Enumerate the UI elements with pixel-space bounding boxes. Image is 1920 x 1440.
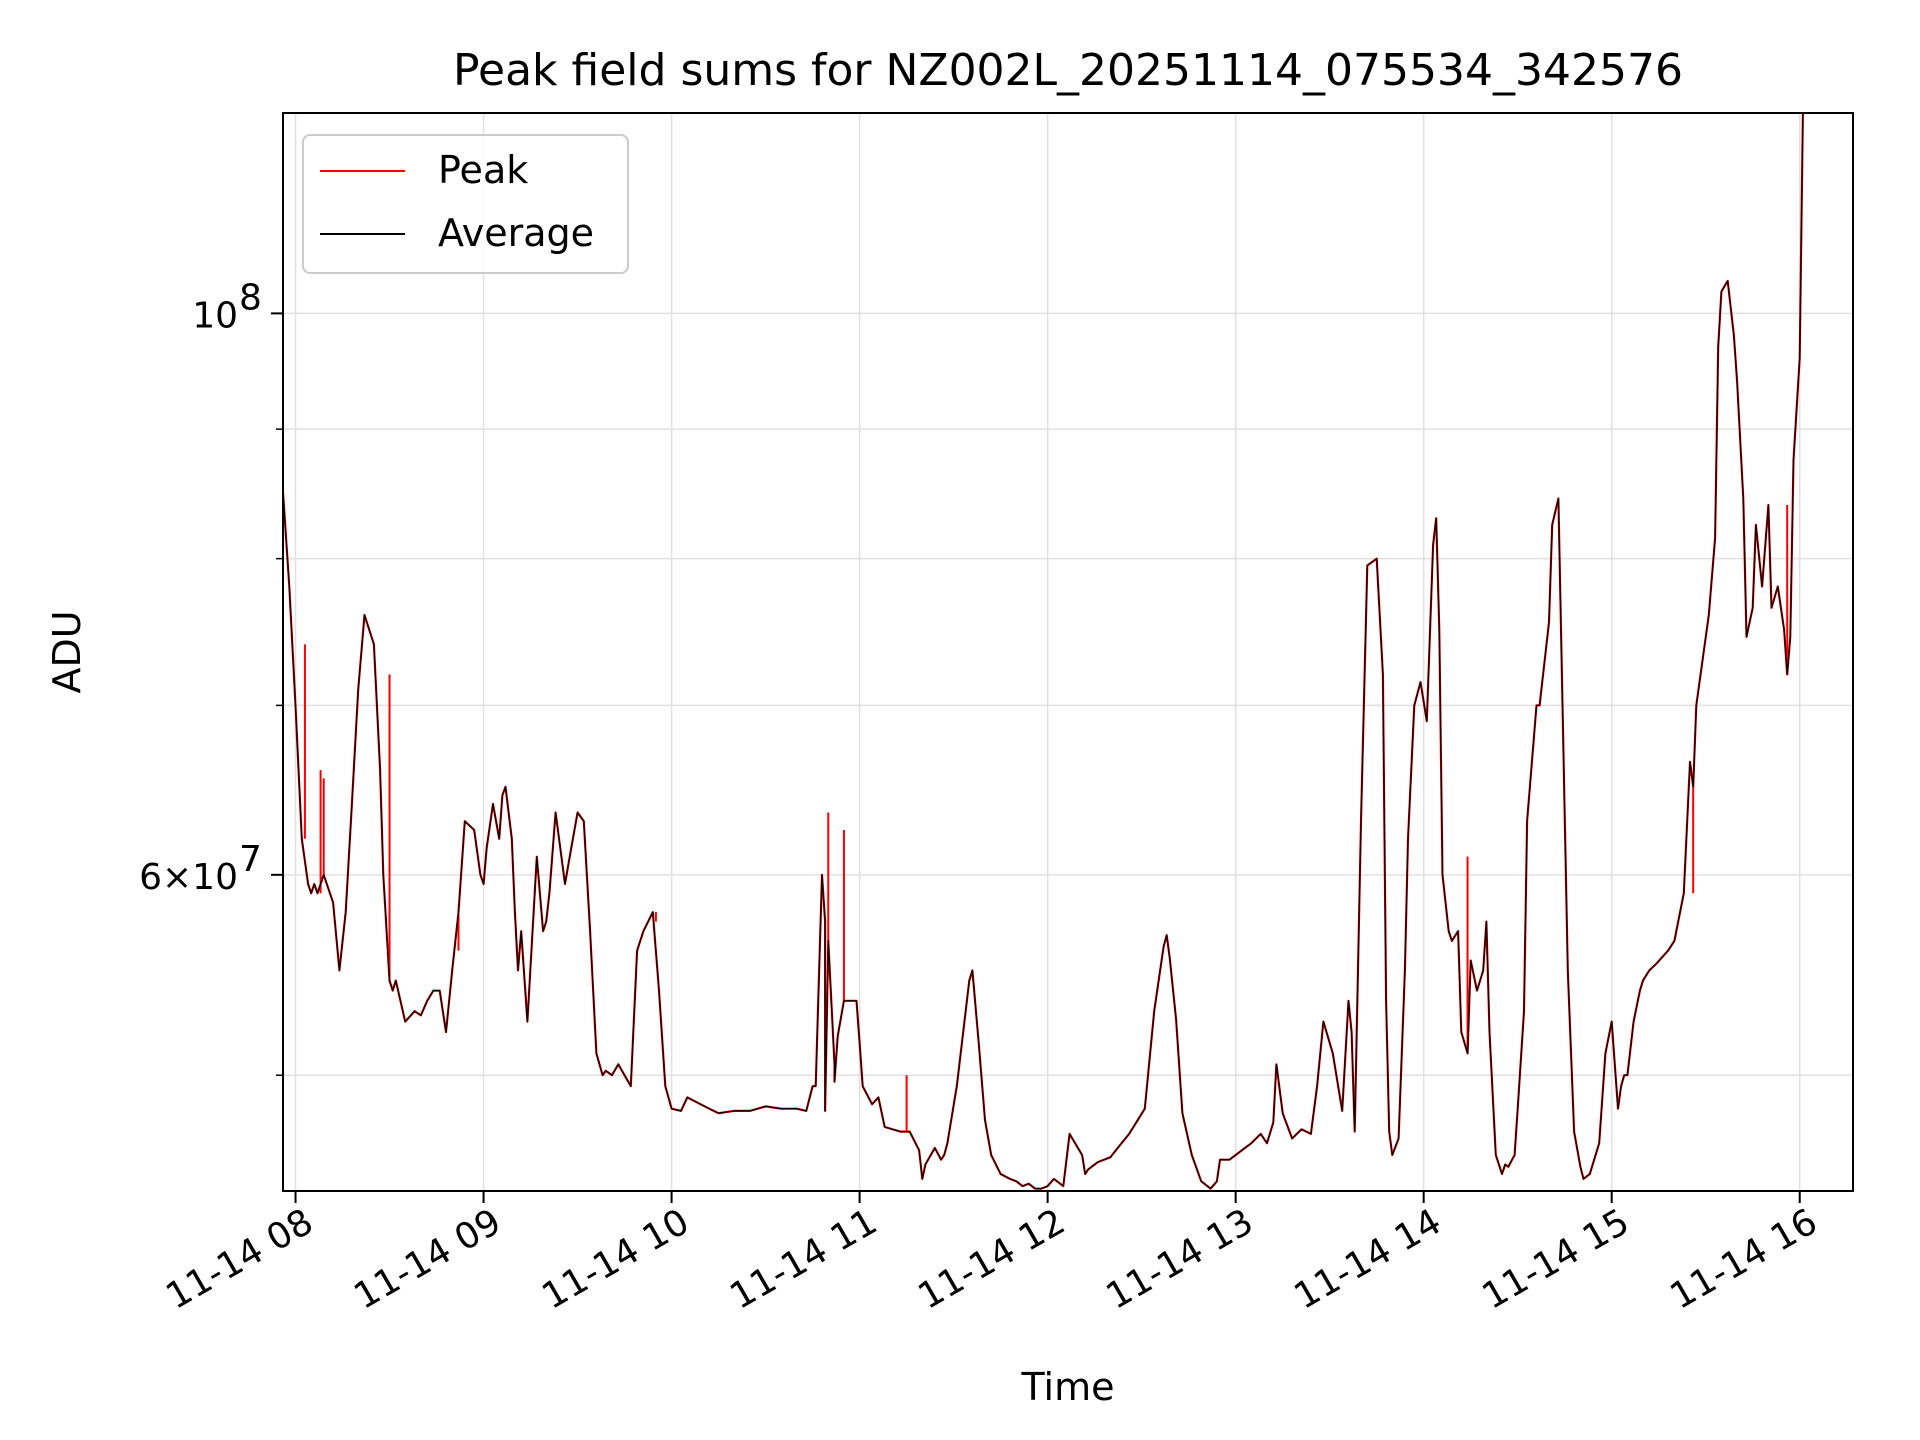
y-axis-label: ADU xyxy=(45,610,89,693)
x-tick-label: 11-14 14 xyxy=(1288,1201,1449,1317)
y-tick-label: 6×10 xyxy=(139,857,238,898)
x-tick-label: 11-14 12 xyxy=(911,1201,1072,1317)
x-tick-label: 11-14 15 xyxy=(1476,1201,1637,1317)
y-tick-exponent: 8 xyxy=(239,277,262,318)
legend-label-average: Average xyxy=(438,211,594,255)
plot-frame xyxy=(282,112,1854,1192)
series-layer xyxy=(281,112,1804,1190)
y-tick-base: 10 xyxy=(192,295,238,336)
y-tick-base: 6×10 xyxy=(139,857,238,898)
x-tick-label: 11-14 13 xyxy=(1099,1201,1260,1317)
chart-title: Peak field sums for NZ002L_20251114_0755… xyxy=(453,45,1683,96)
peak-line xyxy=(281,112,1804,1190)
legend-label-peak: Peak xyxy=(438,148,528,192)
average-line xyxy=(282,112,1804,1190)
ticks-layer: 11-14 08 11-14 09 11-14 10 11-14 11 11-14 12… xyxy=(139,277,1824,1317)
grid xyxy=(283,113,1853,1191)
legend-box xyxy=(302,134,629,274)
legend: Peak Average xyxy=(302,134,629,274)
y-tick-label: 10 xyxy=(192,295,238,336)
x-tick-label: 11-14 16 xyxy=(1664,1201,1825,1317)
x-tick-label: 11-14 08 xyxy=(159,1201,320,1317)
x-tick-label: 11-14 09 xyxy=(347,1201,508,1317)
y-tick-exponent: 7 xyxy=(239,839,262,880)
x-axis-label: Time xyxy=(1021,1365,1115,1409)
x-tick-label: 11-14 10 xyxy=(535,1201,696,1317)
x-tick-label: 11-14 11 xyxy=(723,1201,884,1317)
